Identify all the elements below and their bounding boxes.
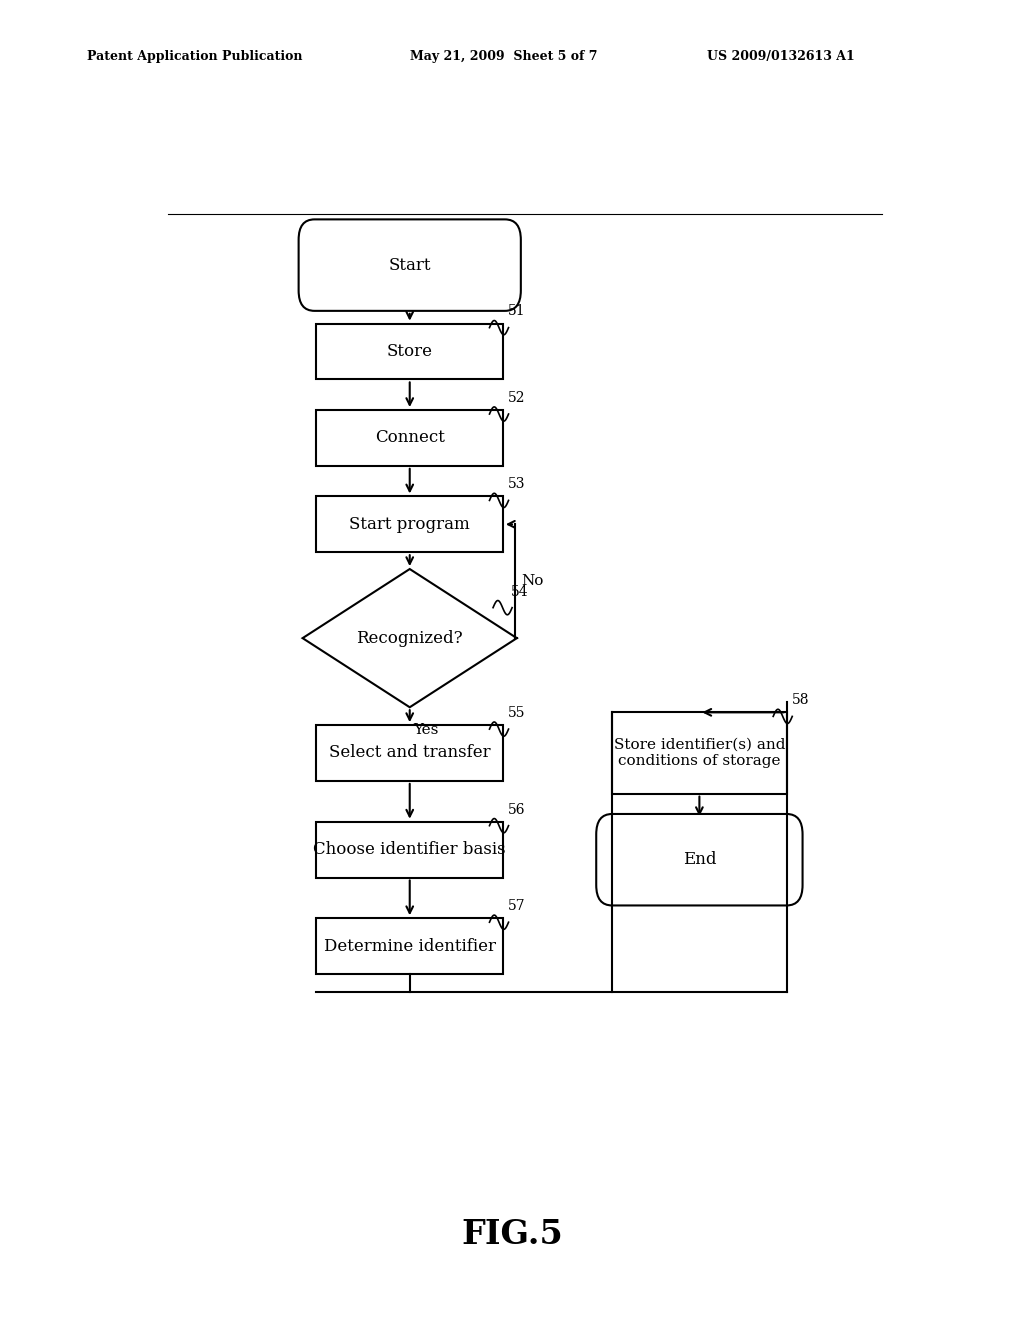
Text: Recognized?: Recognized?: [356, 630, 463, 647]
Bar: [316, 496, 503, 552]
Text: 57: 57: [508, 899, 525, 913]
FancyBboxPatch shape: [596, 814, 803, 906]
Bar: [612, 713, 786, 793]
Bar: [316, 323, 503, 379]
Text: 52: 52: [508, 391, 525, 405]
Text: Select and transfer: Select and transfer: [329, 744, 490, 762]
Text: No: No: [521, 574, 544, 589]
Text: Store: Store: [387, 343, 433, 360]
Text: May 21, 2009  Sheet 5 of 7: May 21, 2009 Sheet 5 of 7: [410, 50, 597, 63]
FancyBboxPatch shape: [299, 219, 521, 312]
Text: End: End: [683, 851, 716, 869]
Bar: [316, 821, 503, 878]
Text: 51: 51: [508, 305, 525, 318]
Bar: [316, 411, 503, 466]
Polygon shape: [303, 569, 517, 708]
Text: 53: 53: [508, 478, 525, 491]
Bar: [316, 919, 503, 974]
Text: Choose identifier basis: Choose identifier basis: [313, 841, 506, 858]
Text: Yes: Yes: [414, 722, 439, 737]
Text: 56: 56: [508, 803, 525, 817]
Text: Store identifier(s) and
conditions of storage: Store identifier(s) and conditions of st…: [613, 738, 785, 768]
Text: 55: 55: [508, 706, 525, 719]
Text: 58: 58: [792, 693, 809, 708]
Bar: [316, 725, 503, 781]
Text: 54: 54: [511, 585, 529, 598]
Text: Determine identifier: Determine identifier: [324, 937, 496, 954]
Text: Patent Application Publication: Patent Application Publication: [87, 50, 302, 63]
Text: FIG.5: FIG.5: [461, 1217, 563, 1251]
Text: Start: Start: [388, 256, 431, 273]
Text: Start program: Start program: [349, 516, 470, 533]
Text: Connect: Connect: [375, 429, 444, 446]
Text: US 2009/0132613 A1: US 2009/0132613 A1: [707, 50, 854, 63]
